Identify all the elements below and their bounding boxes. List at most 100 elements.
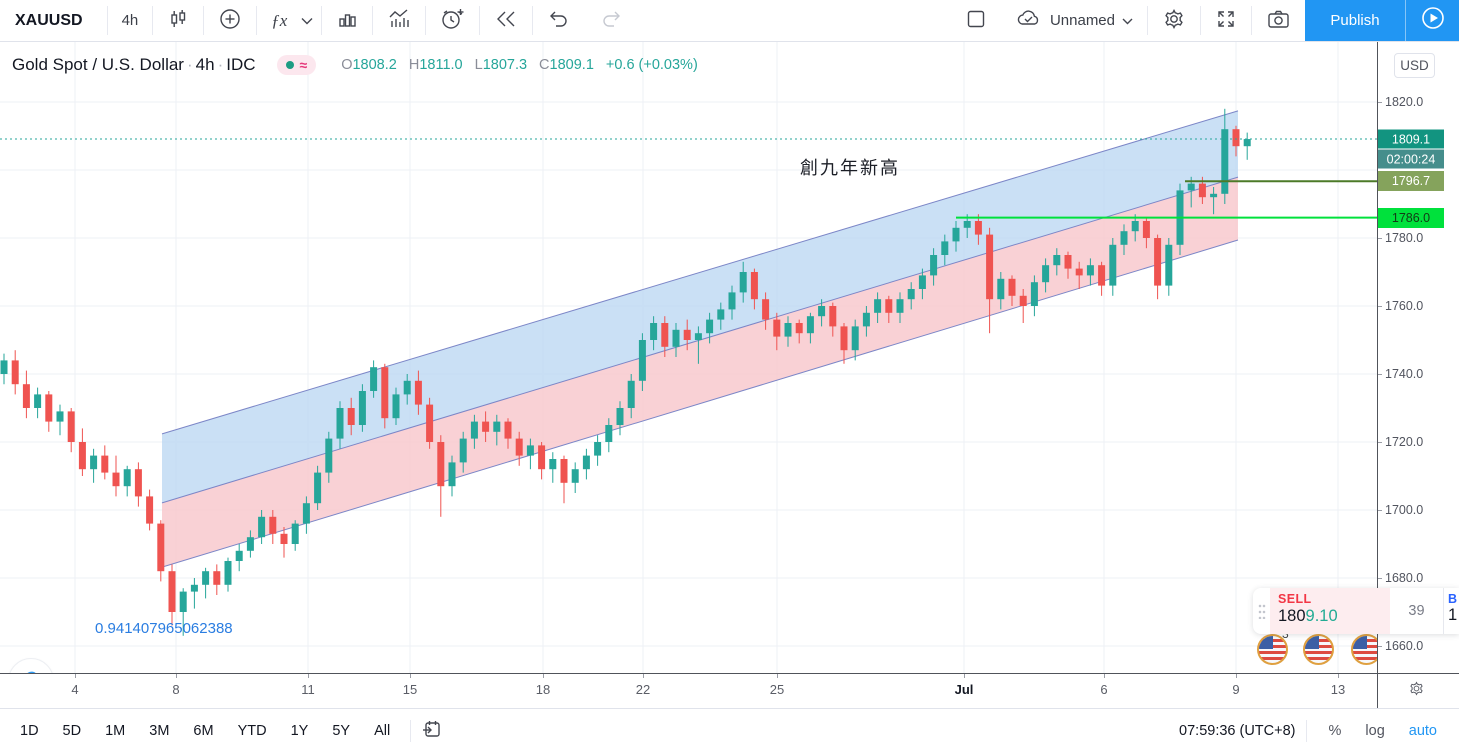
indicators-chevron-icon[interactable] xyxy=(301,0,321,41)
plus-circle-icon xyxy=(218,7,242,35)
bottom-toolbar-right: 07:59:36 (UTC+8) % log auto xyxy=(1179,719,1459,743)
time-axis-label: 15 xyxy=(402,682,418,697)
chart-pane[interactable]: Gold Spot / U.S. Dollar · 4h · IDC ≈ O1808.2… xyxy=(0,42,1377,673)
log-scale-button[interactable]: log xyxy=(1365,723,1385,739)
time-tick xyxy=(410,674,411,678)
settings-button[interactable] xyxy=(1148,0,1200,41)
candlestick-icon xyxy=(167,8,189,34)
replay-button[interactable] xyxy=(480,0,532,41)
sell-button[interactable]: SELL 1809.10 xyxy=(1270,588,1390,634)
level-line-badge-1786: 1786.0 xyxy=(1378,207,1444,228)
candlestick-chart[interactable] xyxy=(0,42,1377,673)
price-tick xyxy=(1378,578,1382,579)
publish-button[interactable]: Publish xyxy=(1305,0,1405,41)
time-tick xyxy=(543,674,544,678)
price-axis-label: 1700.0 xyxy=(1385,503,1424,517)
sell-label: SELL xyxy=(1278,592,1312,606)
range-button-3m[interactable]: 3M xyxy=(149,723,170,739)
compare-add-button[interactable] xyxy=(204,0,256,41)
buy-price: 1 xyxy=(1448,606,1458,624)
range-button-5y[interactable]: 5Y xyxy=(332,723,351,739)
fullscreen-button[interactable] xyxy=(1201,0,1251,41)
redo-button[interactable] xyxy=(585,0,637,41)
symbol-search-button[interactable]: XAUUSD xyxy=(15,11,83,29)
time-axis-label: 18 xyxy=(535,682,551,697)
time-axis[interactable]: 4 8 11 15 18 22 25 Jul 6 9 13 xyxy=(0,673,1377,708)
buy-label: B xyxy=(1448,592,1458,606)
cloud-chart-logo-icon xyxy=(18,669,44,673)
chart-properties-gear-icon[interactable] xyxy=(1408,680,1425,702)
divider xyxy=(372,6,374,35)
forecast-button[interactable] xyxy=(373,0,425,41)
price-axis-label: 1680.0 xyxy=(1385,571,1424,585)
symbol-title[interactable]: Gold Spot / U.S. Dollar · 4h · IDC xyxy=(12,55,256,74)
range-button-ytd[interactable]: YTD xyxy=(237,723,267,739)
divider xyxy=(321,6,323,35)
alert-button[interactable] xyxy=(426,0,479,41)
goto-date-button[interactable] xyxy=(421,718,443,744)
chevron-down-icon xyxy=(1122,12,1133,29)
drag-handle[interactable] xyxy=(1253,588,1270,634)
us-flag-event-icon[interactable] xyxy=(1302,633,1334,665)
approx-icon: ≈ xyxy=(299,57,308,73)
price-axis[interactable]: USD 1809.1 02:00:24 1796.7 1786.0 1820.0… xyxy=(1377,42,1459,673)
divider xyxy=(1147,6,1148,35)
divider xyxy=(256,6,258,35)
bottom-toolbar: 1D 5D 1M 3M 6M YTD 1Y 5Y All 07:59:36 (UTC+8) % … xyxy=(0,708,1459,753)
ohlc-values: O1808.2 H1811.0 L1807.3 C1809.1 +0.6 (+0… xyxy=(341,57,698,73)
price-axis-label: 1660.0 xyxy=(1385,639,1424,653)
range-button-6m[interactable]: 6M xyxy=(193,723,214,739)
interval-button[interactable]: 4h xyxy=(121,12,139,29)
us-flag-event-icon[interactable] xyxy=(1256,633,1288,665)
gear-icon xyxy=(1162,7,1186,35)
publish-play-button[interactable] xyxy=(1405,0,1459,41)
auto-scale-button[interactable]: auto xyxy=(1408,723,1437,739)
time-axis-label: 22 xyxy=(635,682,651,697)
range-button-1m[interactable]: 1M xyxy=(105,723,126,739)
price-axis-label: 1720.0 xyxy=(1385,435,1424,449)
divider xyxy=(479,6,481,35)
divider xyxy=(1200,6,1201,35)
us-flag-event-icon[interactable] xyxy=(1350,633,1377,665)
drawing-status-pill[interactable]: ≈ xyxy=(276,55,317,75)
time-tick xyxy=(964,674,965,678)
clock-timezone[interactable]: 07:59:36 (UTC+8) xyxy=(1179,723,1296,739)
text-annotation[interactable]: 創九年新高 xyxy=(800,158,900,178)
time-axis-label: 13 xyxy=(1330,682,1346,697)
range-button-1d[interactable]: 1D xyxy=(20,723,39,739)
fullscreen-arrows-icon xyxy=(1215,8,1237,34)
snapshot-button[interactable] xyxy=(1252,0,1305,41)
layout-square-icon xyxy=(965,8,987,34)
layout-name-label: Unnamed xyxy=(1049,12,1115,29)
price-tick xyxy=(1378,238,1382,239)
layout-select-button[interactable] xyxy=(951,0,1001,41)
indicator-templates-button[interactable] xyxy=(322,0,372,41)
undo-button[interactable] xyxy=(533,0,585,41)
time-axis-label: 11 xyxy=(301,682,315,697)
range-button-5d[interactable]: 5D xyxy=(62,723,82,739)
price-axis-label: 1740.0 xyxy=(1385,367,1424,381)
alarm-clock-plus-icon xyxy=(440,7,465,35)
chart-legend: Gold Spot / U.S. Dollar · 4h · IDC ≈ O1808.2… xyxy=(12,55,698,75)
divider xyxy=(106,6,108,35)
forecast-zigzag-icon xyxy=(387,8,411,34)
event-count-badge: 3 xyxy=(1282,627,1289,641)
channel-pearson-label[interactable]: 0.941407965062388 xyxy=(95,620,233,637)
buy-button[interactable]: B 1 xyxy=(1443,588,1459,634)
save-layout-button[interactable]: Unnamed xyxy=(1001,0,1147,41)
divider xyxy=(1251,6,1252,35)
price-axis-label: 1820.0 xyxy=(1385,95,1424,109)
range-button-all[interactable]: All xyxy=(374,723,391,739)
indicators-button[interactable]: ƒx xyxy=(271,10,288,30)
currency-toggle-button[interactable]: USD xyxy=(1394,53,1435,78)
time-axis-label: 25 xyxy=(769,682,785,697)
percent-scale-button[interactable]: % xyxy=(1328,723,1342,739)
axis-corner xyxy=(1377,673,1459,708)
time-tick xyxy=(176,674,177,678)
bar-countdown-badge: 02:00:24 xyxy=(1378,149,1444,169)
range-button-1y[interactable]: 1Y xyxy=(290,723,309,739)
change-value: +0.6 (+0.03%) xyxy=(605,57,698,73)
time-axis-label: 9 xyxy=(1232,682,1240,697)
chart-style-button[interactable] xyxy=(153,0,203,41)
